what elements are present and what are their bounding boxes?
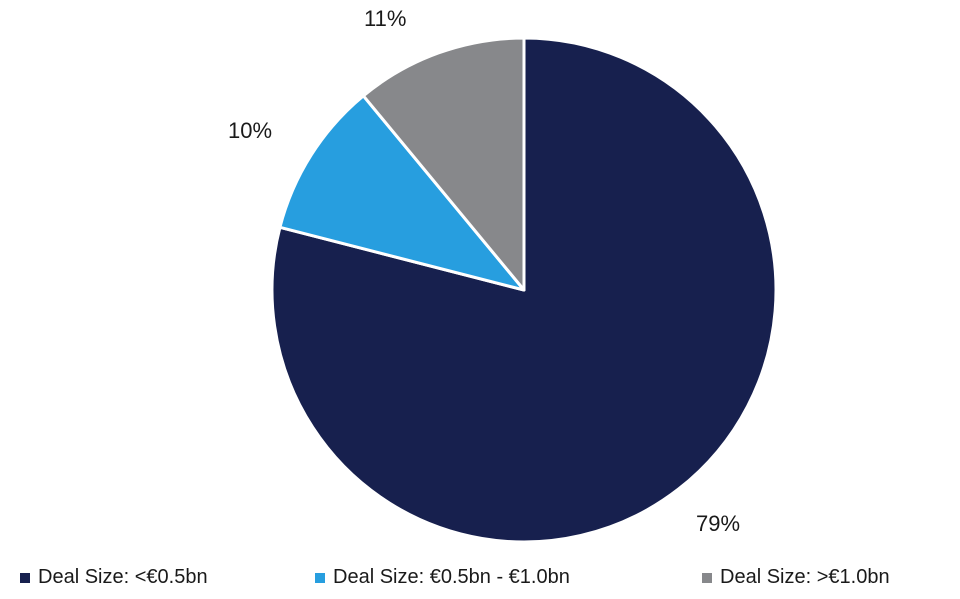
slice-label-large-deals: 11% — [364, 6, 407, 31]
pie-slice-mid-deals — [278, 94, 526, 292]
legend-label: Deal Size: >€1.0bn — [720, 566, 890, 588]
chart-legend: Deal Size: <€0.5bn Deal Size: €0.5bn - €… — [0, 566, 960, 594]
slice-label-small-deals: 79% — [696, 511, 741, 536]
legend-swatch-mid-deals — [315, 572, 325, 583]
legend-label: Deal Size: €0.5bn - €1.0bn — [333, 566, 570, 588]
pie-slice-large-deals — [361, 36, 526, 292]
slice-label-mid-deals: 10% — [228, 118, 273, 143]
legend-item-small-deals: Deal Size: <€0.5bn — [20, 566, 208, 589]
legend-swatch-large-deals — [702, 572, 712, 583]
legend-label: Deal Size: <€0.5bn — [38, 566, 208, 588]
legend-swatch-small-deals — [20, 572, 30, 583]
legend-item-mid-deals: Deal Size: €0.5bn - €1.0bn — [315, 566, 570, 589]
legend-item-large-deals: Deal Size: >€1.0bn — [702, 566, 890, 589]
